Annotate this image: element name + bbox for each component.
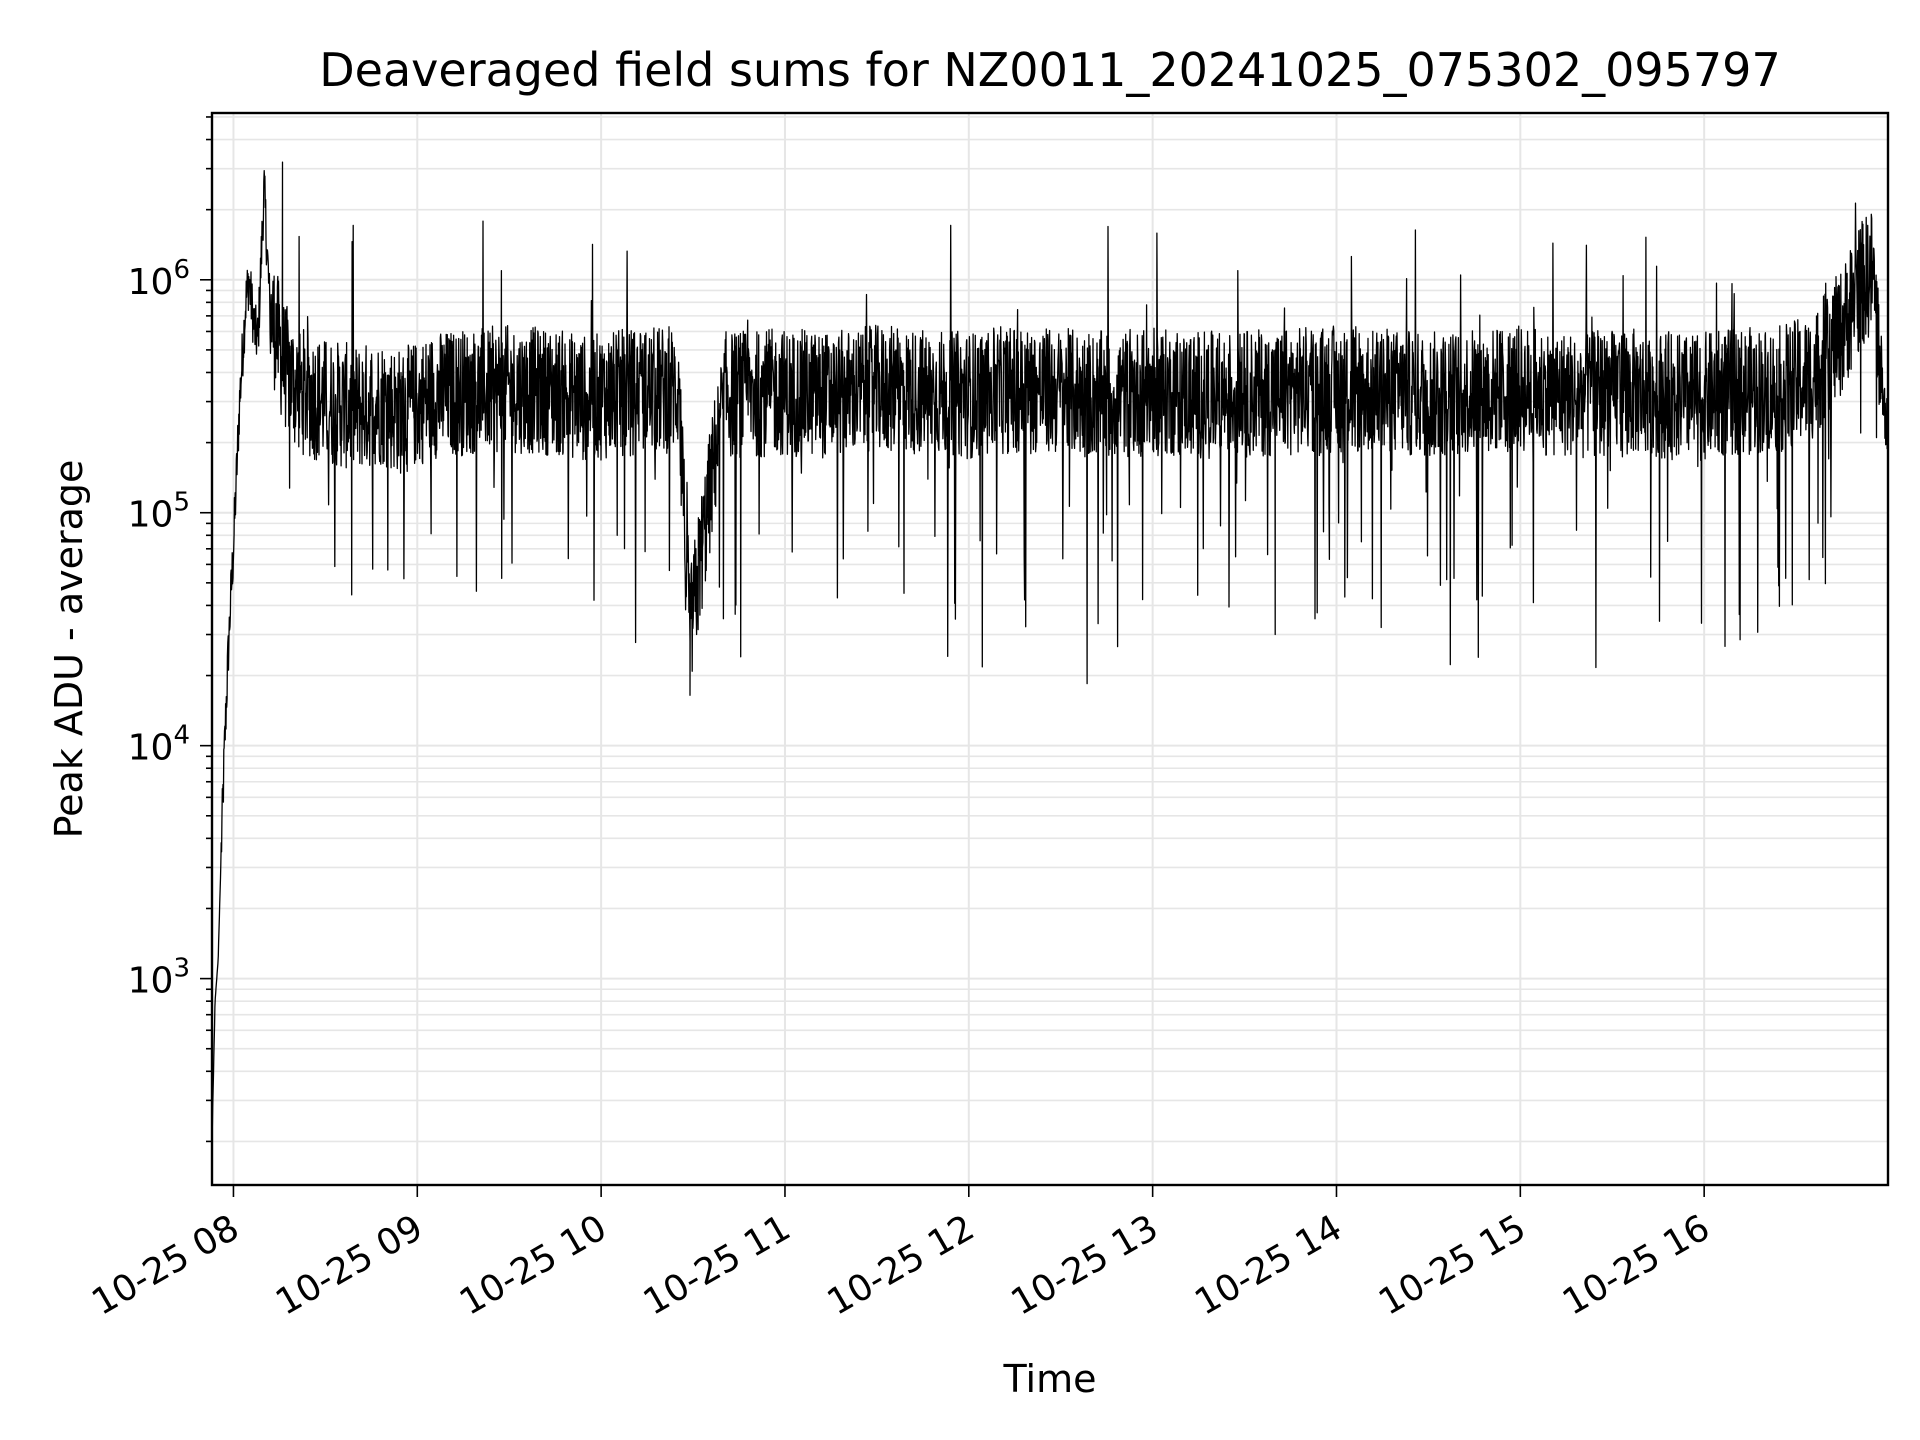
x-axis-label: Time <box>1003 1357 1097 1401</box>
series-line <box>211 161 1889 1142</box>
x-tick-label: 10-25 15 <box>1372 1207 1533 1323</box>
grid <box>212 113 1888 1185</box>
y-tick-label: 105 <box>128 488 190 536</box>
x-tick-label: 10-25 14 <box>1188 1207 1349 1323</box>
y-tick-label: 104 <box>128 721 190 769</box>
x-tick-label: 10-25 10 <box>453 1207 614 1323</box>
x-tick-label: 10-25 08 <box>85 1207 246 1323</box>
plot-frame <box>210 111 1890 1187</box>
x-tick-label: 10-25 16 <box>1556 1207 1717 1323</box>
y-tick-label: 106 <box>128 255 190 303</box>
x-tick-label: 10-25 09 <box>269 1207 430 1323</box>
x-axis-ticks: 10-25 08 10-25 09 10-25 10 10-25 11 10-25 12… <box>85 1185 1717 1324</box>
x-tick-label: 10-25 12 <box>821 1207 982 1323</box>
y-axis-ticks: 103 104 105 106 <box>128 116 212 1143</box>
x-tick-label: 10-25 11 <box>637 1207 798 1323</box>
chart-title: Deaveraged field sums for NZ0011_2024102… <box>319 43 1780 97</box>
y-tick-label: 103 <box>128 954 190 1002</box>
y-axis-label: Peak ADU - average <box>47 460 91 839</box>
x-tick-label: 10-25 13 <box>1004 1207 1165 1323</box>
